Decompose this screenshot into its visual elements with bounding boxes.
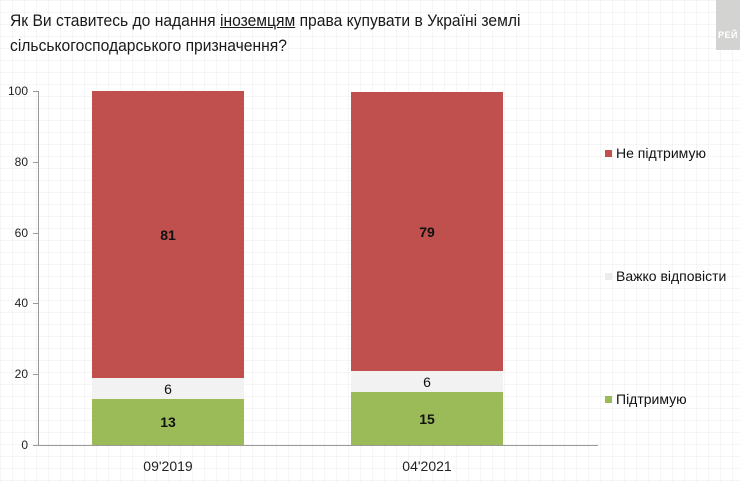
y-tick-label: 40: [14, 296, 28, 310]
y-tick: [33, 303, 38, 304]
title-underlined-word: іноземцям: [219, 11, 296, 30]
value-label: 13: [160, 414, 176, 430]
legend-swatch-icon: [605, 149, 612, 157]
stacked-bar-2021: 79 6 15: [351, 92, 503, 445]
y-tick-label: 0: [21, 438, 28, 452]
segment-not-support: 79: [351, 92, 503, 371]
y-axis: [38, 91, 39, 446]
y-tick: [33, 233, 38, 234]
x-axis: [38, 445, 598, 446]
segment-hard-to-say: 6: [351, 371, 503, 392]
x-category-label: 04'2021: [402, 458, 452, 474]
legend-item-support: Підтримую: [605, 391, 687, 407]
legend-swatch-icon: [605, 395, 612, 403]
y-tick: [33, 445, 38, 446]
y-tick-label: 20: [14, 367, 28, 381]
segment-not-support: 81: [92, 91, 244, 378]
y-tick: [33, 91, 38, 92]
y-tick-label: 80: [14, 155, 28, 169]
value-label: 81: [160, 226, 176, 243]
legend-item-not-support: Не підтримую: [605, 145, 706, 161]
legend-swatch-icon: [605, 272, 612, 280]
legend-label: Важко відповісти: [616, 268, 727, 284]
y-tick: [33, 374, 38, 375]
legend-item-hard-to-say: Важко відповісти: [605, 268, 726, 284]
legend-label: Підтримую: [616, 391, 687, 407]
chart-title: Як Ви ставитесь до надання іноземцям пра…: [10, 8, 599, 58]
segment-hard-to-say: 6: [92, 378, 244, 399]
y-tick-label: 100: [7, 84, 28, 98]
segment-support: 13: [92, 399, 244, 445]
legend-label: Не підтримую: [616, 145, 706, 161]
brand-text: РЕЙ: [718, 30, 738, 40]
x-category-label: 09'2019: [143, 458, 193, 474]
stacked-bar-2019: 81 6 13: [92, 91, 244, 445]
value-label: 15: [419, 410, 435, 427]
title-text-end: права купувати в Україні землі сільськог…: [10, 11, 521, 55]
y-tick-label: 60: [14, 226, 28, 240]
value-label: 6: [423, 373, 431, 390]
y-tick: [33, 162, 38, 163]
value-label: 6: [164, 380, 172, 397]
title-text-start: Як Ви ставитесь до надання: [10, 11, 220, 30]
brand-logo-fragment: РЕЙ: [716, 0, 740, 50]
segment-support: 15: [351, 392, 503, 445]
value-label: 79: [419, 223, 435, 240]
